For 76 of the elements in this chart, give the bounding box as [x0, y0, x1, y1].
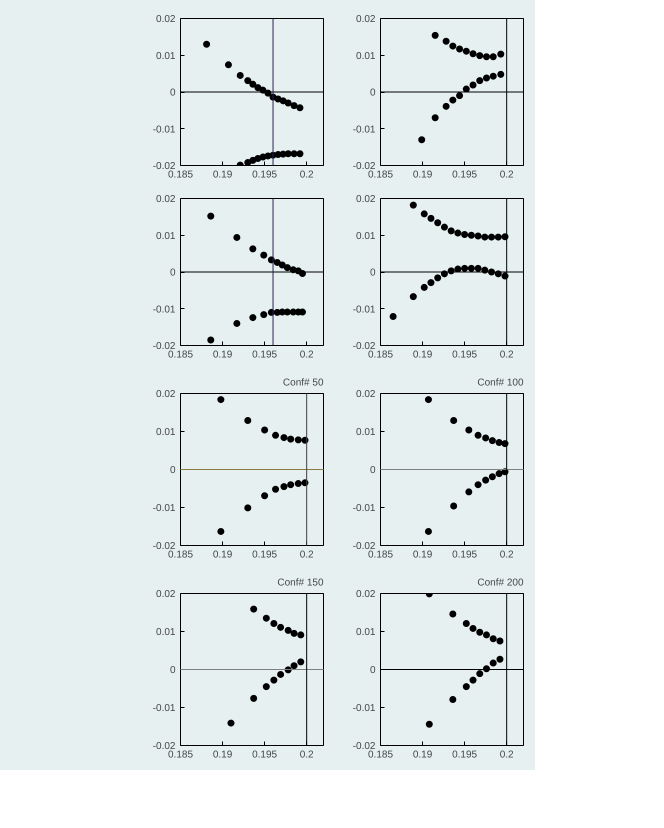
y-tick-label: 0.01	[356, 627, 376, 638]
x-tick-label: 0.2	[500, 750, 514, 760]
y-tick-label: 0.01	[156, 50, 176, 62]
x-tick-label: 0.2	[300, 550, 314, 560]
y-tick-label: -0.02	[152, 541, 176, 552]
y-tick-label: -0.02	[152, 741, 176, 752]
y-tick-label: -0.01	[352, 124, 376, 136]
chart-title: Conf# 150	[277, 578, 324, 588]
y-tick-label: 0.02	[156, 194, 176, 205]
x-tick-label: 0.19	[412, 170, 433, 180]
y-tick-label: -0.01	[352, 304, 376, 316]
y-tick-label: 0.02	[356, 589, 376, 600]
x-tick-label: 0.2	[500, 350, 514, 360]
y-tick-label: 0	[170, 665, 176, 676]
y-tick-label: 0.01	[156, 427, 176, 438]
y-tick-label: -0.02	[352, 741, 376, 752]
x-tick-label: 0.195	[452, 170, 478, 180]
y-tick-label: 0.02	[356, 194, 376, 205]
chart-title: Conf# 100	[477, 378, 524, 388]
x-tick-label: 0.195	[452, 350, 478, 360]
x-tick-label: 0.185	[168, 550, 194, 560]
y-tick-label: 0	[370, 88, 376, 98]
x-tick-label: 0.19	[212, 550, 233, 560]
x-tick-label: 0.19	[212, 350, 233, 360]
y-tick-label: 0	[170, 465, 176, 476]
x-tick-label: 0.19	[212, 170, 233, 180]
y-tick-label: 0.01	[356, 230, 376, 242]
x-tick-label: 0.19	[212, 750, 233, 760]
y-tick-label: 0	[170, 88, 176, 98]
chart-title: Conf# 200	[477, 578, 524, 588]
y-tick-label: 0.01	[356, 50, 376, 62]
x-tick-label: 0.185	[168, 750, 194, 760]
y-tick-label: -0.01	[152, 124, 176, 136]
y-tick-label: -0.02	[352, 161, 376, 172]
y-tick-label: -0.01	[152, 703, 176, 714]
y-tick-label: 0.01	[356, 427, 376, 438]
y-tick-label: -0.01	[352, 503, 376, 514]
x-tick-label: 0.195	[452, 750, 478, 760]
y-tick-label: 0.02	[156, 14, 176, 25]
y-tick-label: 0	[170, 268, 176, 278]
x-tick-label: 0.185	[368, 550, 394, 560]
x-tick-label: 0.195	[252, 170, 278, 180]
x-tick-label: 0.195	[252, 750, 278, 760]
x-tick-label: 0.195	[252, 550, 278, 560]
x-tick-label: 0.185	[168, 350, 194, 360]
x-tick-label: 0.185	[368, 350, 394, 360]
y-tick-label: 0.01	[156, 230, 176, 242]
y-tick-label: 0.01	[156, 627, 176, 638]
y-tick-label: -0.02	[352, 341, 376, 352]
y-tick-label: 0	[370, 465, 376, 476]
x-tick-label: 0.2	[500, 550, 514, 560]
y-tick-label: 0.02	[156, 389, 176, 400]
y-tick-label: 0	[370, 268, 376, 278]
x-tick-label: 0.19	[412, 350, 433, 360]
x-tick-label: 0.2	[300, 170, 314, 180]
chart-title: Conf# 50	[282, 378, 324, 388]
x-tick-label: 0.2	[300, 350, 314, 360]
x-tick-label: 0.2	[500, 170, 514, 180]
x-tick-label: 0.195	[252, 350, 278, 360]
y-tick-label: -0.02	[152, 161, 176, 172]
x-tick-label: 0.2	[300, 750, 314, 760]
y-tick-label: 0.02	[156, 589, 176, 600]
y-tick-label: -0.01	[352, 703, 376, 714]
x-tick-label: 0.19	[412, 550, 433, 560]
x-tick-label: 0.185	[168, 170, 194, 180]
y-tick-label: -0.01	[152, 503, 176, 514]
x-tick-label: 0.19	[412, 750, 433, 760]
y-tick-label: -0.02	[152, 341, 176, 352]
y-tick-label: 0	[370, 665, 376, 676]
y-tick-label: -0.02	[352, 541, 376, 552]
x-tick-label: 0.195	[452, 550, 478, 560]
y-tick-label: 0.02	[356, 14, 376, 25]
x-tick-label: 0.185	[368, 170, 394, 180]
x-tick-label: 0.185	[368, 750, 394, 760]
y-tick-label: 0.02	[356, 389, 376, 400]
y-tick-label: -0.01	[152, 304, 176, 316]
